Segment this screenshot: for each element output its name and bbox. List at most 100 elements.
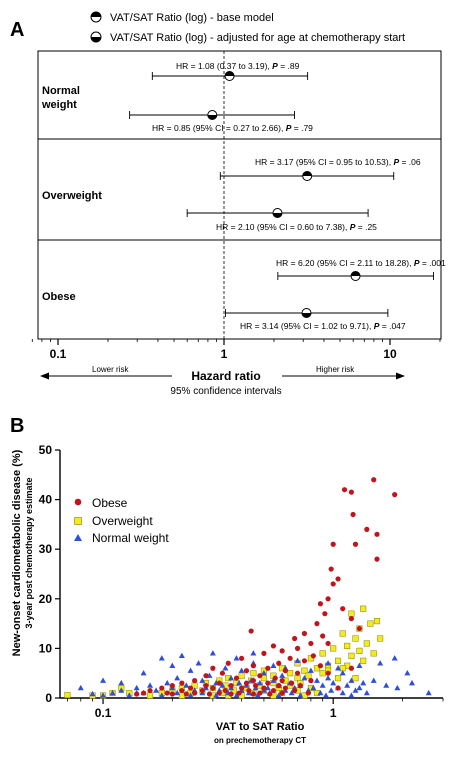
higher-risk-label: Higher risk (316, 365, 355, 374)
point-obese (187, 685, 194, 691)
point-obese (371, 477, 377, 483)
point-normal-weight (330, 679, 337, 686)
point-obese (292, 687, 298, 694)
point-obese (320, 633, 326, 639)
point-obese (206, 691, 213, 697)
point-obese (325, 670, 331, 676)
point-obese (330, 541, 336, 547)
panel-a-letter: A (10, 19, 24, 41)
point-obese (272, 675, 278, 681)
point-normal-weight (89, 690, 96, 697)
scatter-y-tick-label-0: 0 (45, 691, 52, 705)
point-obese (243, 668, 250, 674)
point-normal-weight (339, 689, 346, 696)
scatter-points (64, 477, 432, 699)
point-obese (317, 663, 324, 669)
forest-estimates (129, 71, 434, 318)
point-normal-weight (270, 677, 277, 683)
point-obese (294, 670, 301, 676)
point-normal-weight (307, 667, 314, 673)
point-obese (325, 596, 331, 602)
point-normal-weight (233, 692, 240, 698)
group-label-normal-weight-line1: Normal (42, 85, 80, 97)
point-normal-weight (147, 682, 154, 688)
point-obese (257, 673, 263, 679)
point-normal-weight (344, 682, 351, 688)
point-obese (257, 690, 263, 696)
point-overweight (305, 672, 312, 679)
point-normal-weight (370, 677, 377, 683)
point-obese (335, 685, 341, 691)
hr-point-fill-obese-base (351, 271, 361, 276)
point-normal-weight (260, 670, 267, 676)
forest-tick-label-10: 10 (383, 347, 397, 361)
point-obese (310, 653, 316, 659)
point-obese (250, 691, 256, 697)
point-obese (203, 673, 209, 679)
hr-point-fill-normal-weight-adjusted (207, 115, 217, 120)
point-normal-weight (297, 692, 304, 698)
point-obese (325, 640, 331, 647)
point-normal-weight (352, 687, 359, 693)
panel-a-legend: VAT/SAT Ratio (log) - base model VAT/SAT… (90, 11, 405, 44)
point-obese (179, 680, 185, 686)
hr-point-fill-normal-weight-base (225, 71, 235, 76)
point-normal-weight (288, 689, 295, 696)
legend-marker-adjusted (90, 31, 102, 43)
legend-label-normal-weight: Normal weight (92, 531, 169, 545)
point-obese (305, 690, 311, 696)
point-normal-weight (348, 677, 355, 683)
estimate-label-overweight-base: HR = 3.17 (95% CI = 0.95 to 10.53), P = … (255, 157, 421, 167)
scatter-y-tick-label-10: 10 (39, 641, 53, 655)
point-obese (169, 683, 175, 689)
point-obese (250, 663, 256, 669)
point-overweight (330, 645, 337, 652)
point-obese (203, 683, 209, 689)
group-label-normal-weight-line2: weight (41, 99, 77, 111)
scatter-y-title: New-onset cardiometabolic disease (%) (11, 449, 23, 656)
group-label-obese: Obese (42, 291, 76, 303)
point-normal-weight (356, 662, 363, 668)
point-obese (169, 691, 175, 697)
point-normal-weight (394, 684, 401, 691)
point-normal-weight (187, 667, 194, 673)
point-normal-weight (100, 677, 107, 683)
point-normal-weight (233, 655, 240, 661)
legend-marker-base (90, 11, 102, 23)
point-obese (392, 492, 398, 498)
point-obese (140, 690, 147, 696)
point-overweight (230, 687, 237, 694)
legend-marker-overweight (74, 517, 82, 525)
point-obese (164, 690, 170, 696)
point-obese (350, 511, 356, 518)
point-normal-weight (409, 679, 416, 686)
legend-marker-obese (74, 498, 82, 506)
point-obese (216, 690, 222, 696)
point-obese (301, 630, 308, 637)
point-normal-weight (158, 655, 165, 661)
forest-frame (37, 50, 442, 340)
point-normal-weight (77, 684, 84, 691)
point-obese (292, 635, 298, 642)
legend-label-adjusted: VAT/SAT Ratio (log) - adjusted for age a… (110, 32, 405, 44)
lower-risk-label: Lower risk (92, 365, 129, 374)
scatter-legend: Obese Overweight Normal weight (74, 496, 169, 545)
point-obese (289, 680, 295, 686)
point-obese (282, 685, 289, 691)
point-overweight (348, 652, 355, 659)
point-normal-weight (199, 677, 206, 683)
point-obese (364, 526, 370, 532)
point-obese (301, 658, 308, 664)
point-overweight (370, 650, 377, 657)
estimate-label-obese-base: HR = 6.20 (95% CI = 2.11 to 18.28), P = … (276, 258, 446, 268)
scatter-y-tick-label-20: 20 (39, 592, 53, 606)
point-overweight (377, 635, 384, 642)
point-obese (341, 487, 348, 493)
point-overweight (363, 640, 370, 647)
point-overweight (373, 618, 381, 625)
point-normal-weight (236, 679, 243, 686)
point-obese (246, 687, 252, 694)
point-normal-weight (238, 667, 245, 673)
hr-point-fill-overweight-base (302, 171, 312, 176)
legend-label-base: VAT/SAT Ratio (log) - base model (110, 12, 274, 24)
